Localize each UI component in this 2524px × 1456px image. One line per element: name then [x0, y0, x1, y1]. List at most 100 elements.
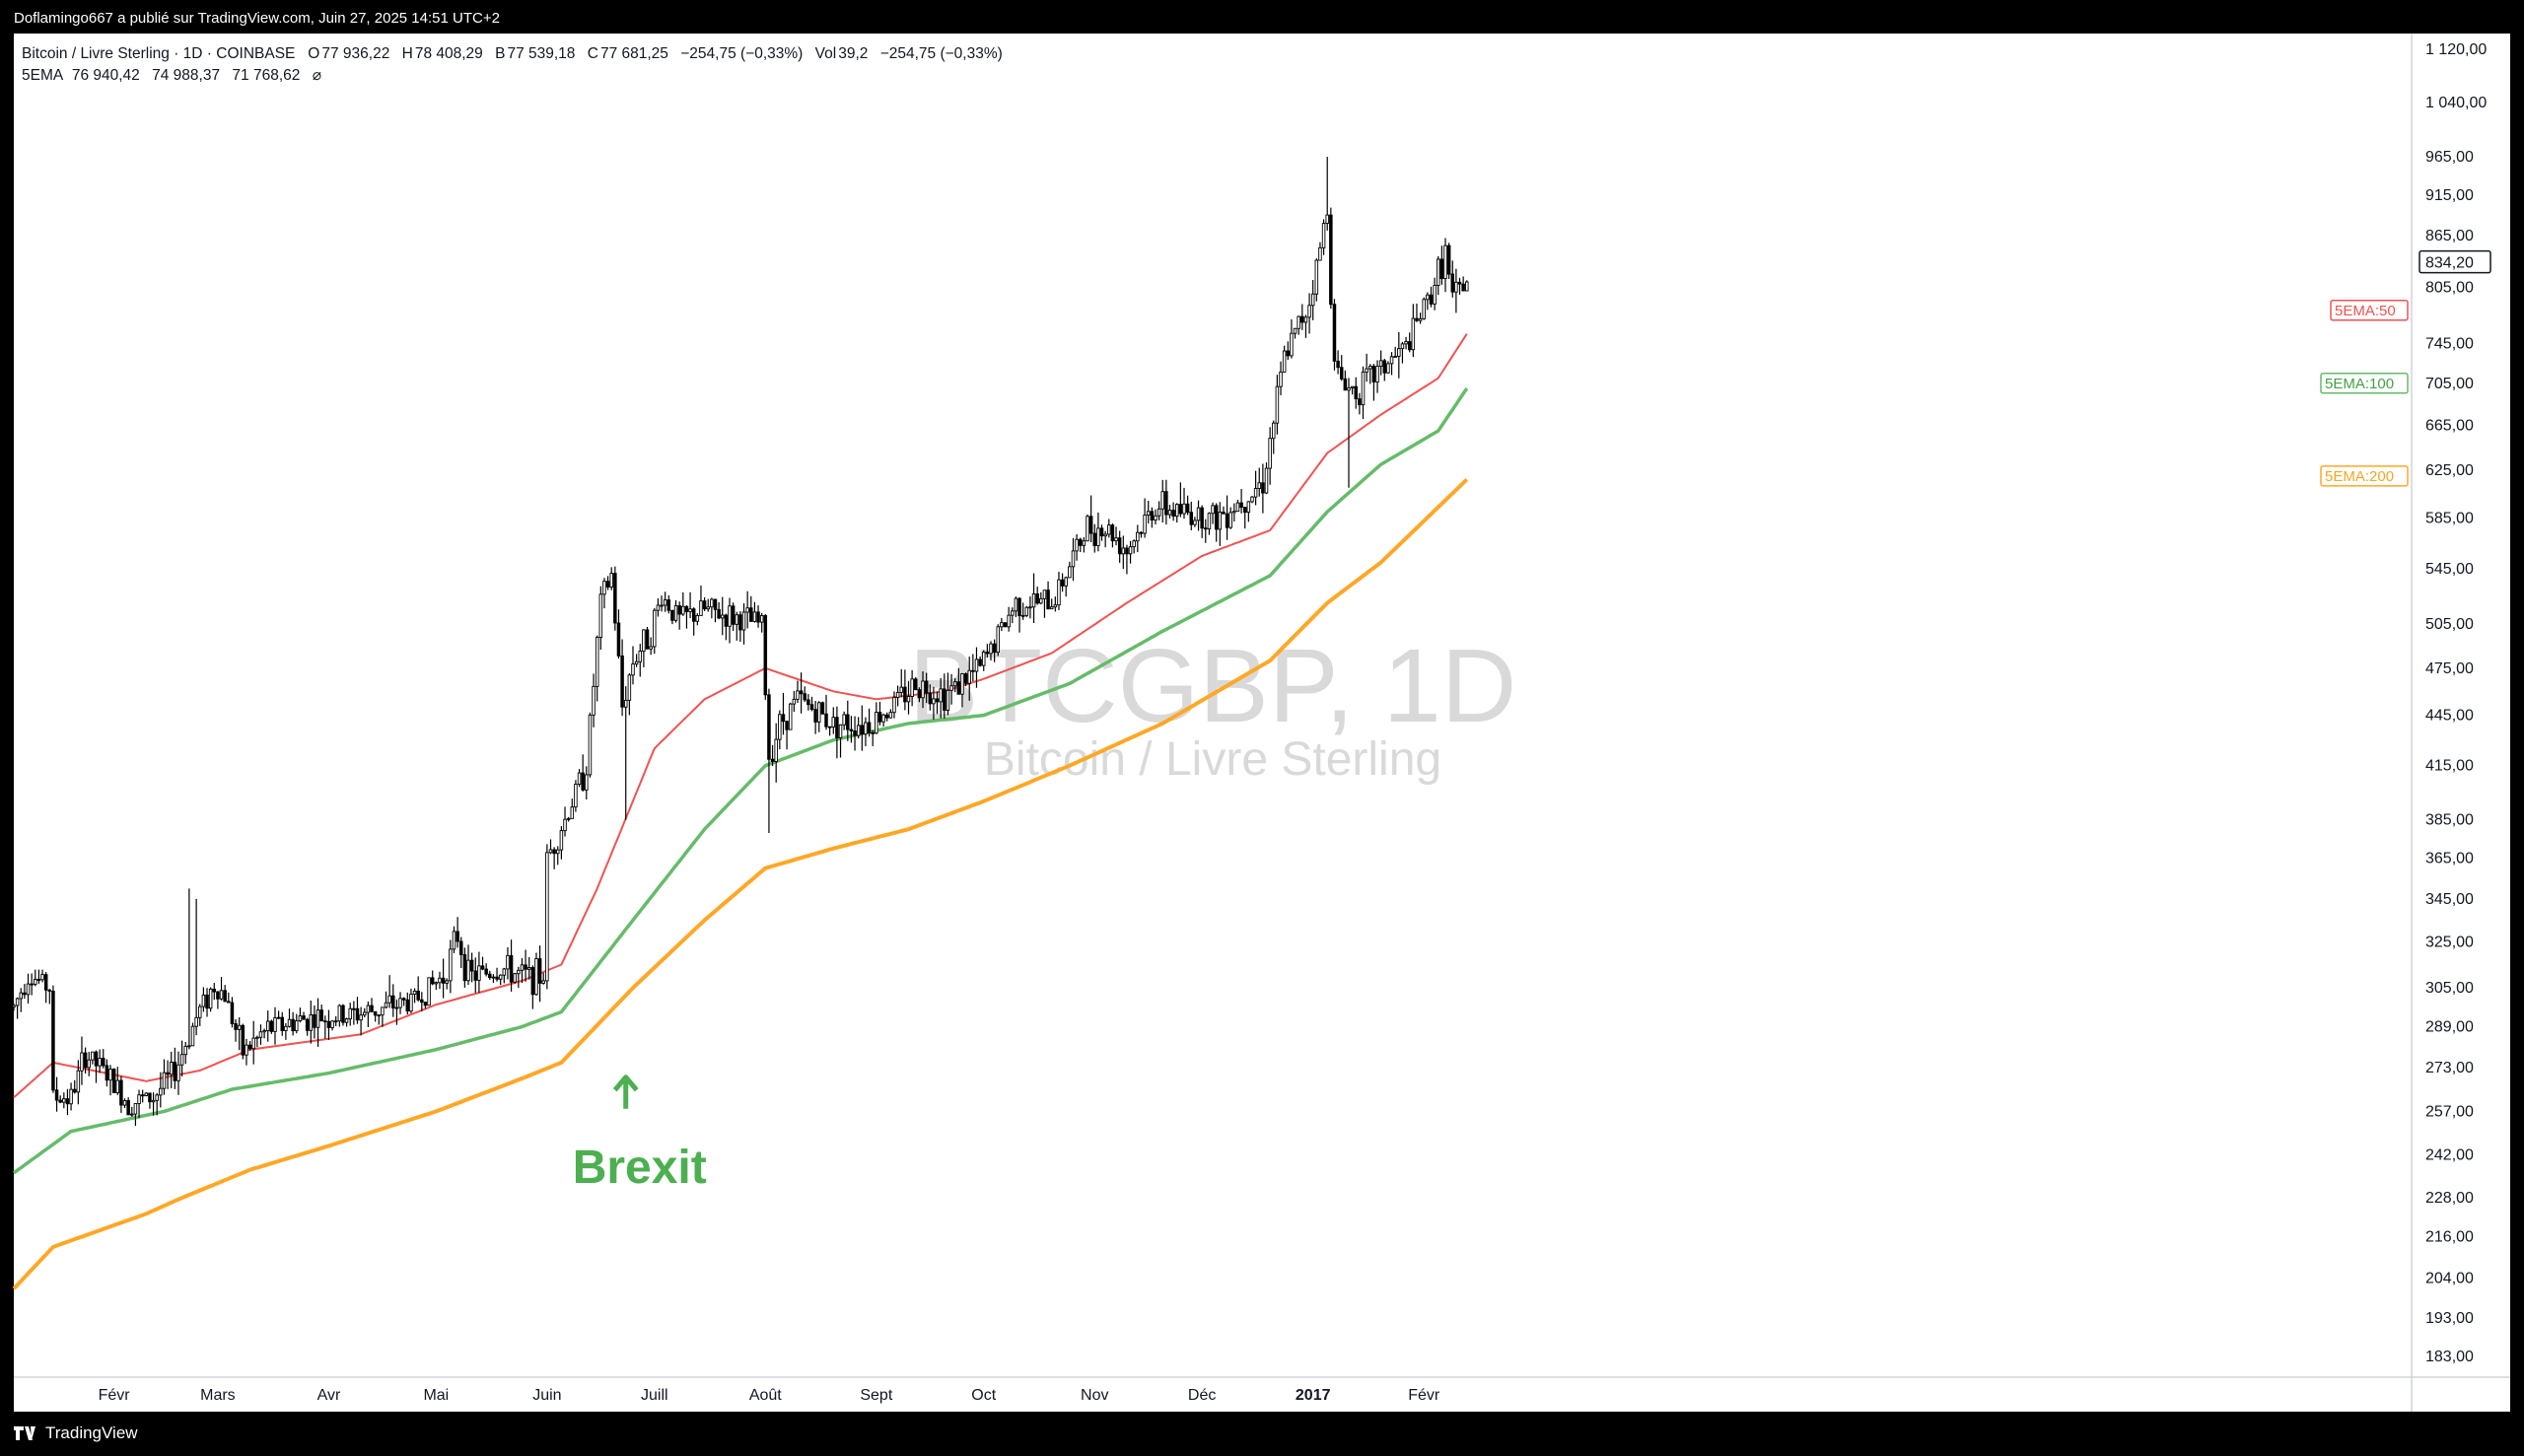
time-axis[interactable]: Févr Mars Avr Mai Juin Juill Août Sept Oct Nov Déc… — [14, 1376, 2510, 1404]
candle — [198, 1004, 202, 1026]
candle — [574, 780, 578, 812]
y-tick-label: 665,00 — [2425, 418, 2474, 435]
candle — [1211, 502, 1215, 524]
candle — [1200, 505, 1204, 538]
candle — [183, 1041, 187, 1065]
candle — [72, 1079, 77, 1094]
candle — [849, 716, 854, 743]
candle — [1096, 512, 1100, 552]
candle — [506, 946, 510, 980]
candle — [1099, 524, 1104, 541]
candle — [1031, 573, 1036, 624]
candle — [796, 680, 800, 704]
candle — [663, 591, 667, 612]
candle — [1415, 303, 1419, 322]
candle — [502, 967, 507, 984]
chart-frame[interactable] — [14, 34, 2510, 1412]
candle — [960, 672, 964, 708]
candle — [513, 972, 517, 984]
candle — [1332, 299, 1337, 371]
candle — [169, 1051, 174, 1088]
candle — [398, 992, 402, 1014]
candle — [101, 1049, 105, 1069]
candle — [484, 963, 488, 977]
candle — [176, 1051, 180, 1095]
candle — [530, 965, 535, 1009]
indicator-name[interactable]: 5EMA — [22, 67, 64, 84]
candle — [1290, 319, 1294, 359]
price-tags: 834,20 5EMA:50 5EMA:100 5EMA:200 — [2320, 249, 2491, 487]
candle — [194, 898, 198, 1036]
candle — [978, 656, 982, 667]
candle — [251, 1020, 255, 1065]
y-tick-label: 505,00 — [2425, 616, 2474, 633]
ema50-tag: 5EMA:50 — [2330, 300, 2409, 321]
candle — [309, 1001, 314, 1044]
candle — [1222, 506, 1226, 515]
candle — [1386, 361, 1390, 375]
candle — [673, 599, 678, 623]
candle — [1429, 286, 1434, 308]
price-axis[interactable]: 1 120,00 1 040,00 965,00 915,00 865,00 805,00… — [2411, 34, 2487, 1412]
candle — [488, 970, 492, 980]
candle — [126, 1097, 130, 1116]
candle — [660, 595, 664, 612]
candle — [835, 706, 839, 759]
candle — [469, 952, 474, 983]
y-tick-label: 545,00 — [2425, 561, 2474, 578]
candle — [495, 967, 499, 982]
hide-indicator-icon[interactable]: ⌀ — [312, 67, 322, 84]
candle — [892, 691, 896, 719]
candle — [1028, 595, 1032, 619]
candle — [910, 669, 914, 707]
candle — [295, 1013, 299, 1034]
candle — [337, 1004, 342, 1027]
candle — [605, 576, 610, 590]
legend-symbol[interactable]: Bitcoin / Livre Sterling · 1D · COINBASE — [22, 45, 296, 62]
candle — [684, 605, 689, 629]
candle — [992, 639, 997, 662]
candle — [517, 966, 521, 989]
y-tick-label: 415,00 — [2425, 758, 2474, 775]
x-tick-label: Févr — [1408, 1387, 1440, 1404]
candle — [276, 1010, 281, 1019]
candle — [899, 668, 903, 698]
candle — [151, 1092, 156, 1116]
candle — [137, 1089, 141, 1118]
candle — [230, 997, 235, 1028]
candle — [155, 1092, 159, 1116]
candle — [1339, 355, 1344, 381]
candle — [1003, 622, 1008, 628]
tradingview-logo[interactable]: TradingView — [14, 1423, 138, 1443]
candle — [234, 1018, 238, 1042]
candle — [1246, 501, 1251, 522]
candle — [452, 926, 456, 953]
candle — [355, 997, 360, 1024]
candle — [19, 988, 24, 1012]
x-tick-label: Nov — [1081, 1387, 1108, 1404]
candle — [319, 1005, 323, 1022]
candle — [932, 686, 936, 720]
candle — [774, 723, 778, 783]
y-tick-label: 965,00 — [2425, 149, 2474, 166]
candle — [653, 607, 657, 655]
watermark-ticker: BTCGBP, 1D — [909, 628, 1517, 744]
candle — [1042, 589, 1047, 618]
candle — [756, 605, 760, 628]
candle — [302, 1011, 306, 1020]
candle — [670, 609, 674, 625]
candle — [58, 1095, 62, 1104]
candle — [227, 992, 231, 1004]
candle — [51, 985, 55, 1093]
candle — [1239, 489, 1243, 514]
candle — [1300, 304, 1304, 330]
candle — [173, 1047, 177, 1089]
candle — [946, 672, 950, 716]
candle — [1146, 501, 1151, 524]
candle — [1436, 255, 1440, 296]
candle — [1465, 280, 1469, 292]
ema100-tag-label: 5EMA:100 — [2325, 376, 2394, 392]
candle — [69, 1082, 73, 1111]
candle — [1354, 377, 1358, 409]
